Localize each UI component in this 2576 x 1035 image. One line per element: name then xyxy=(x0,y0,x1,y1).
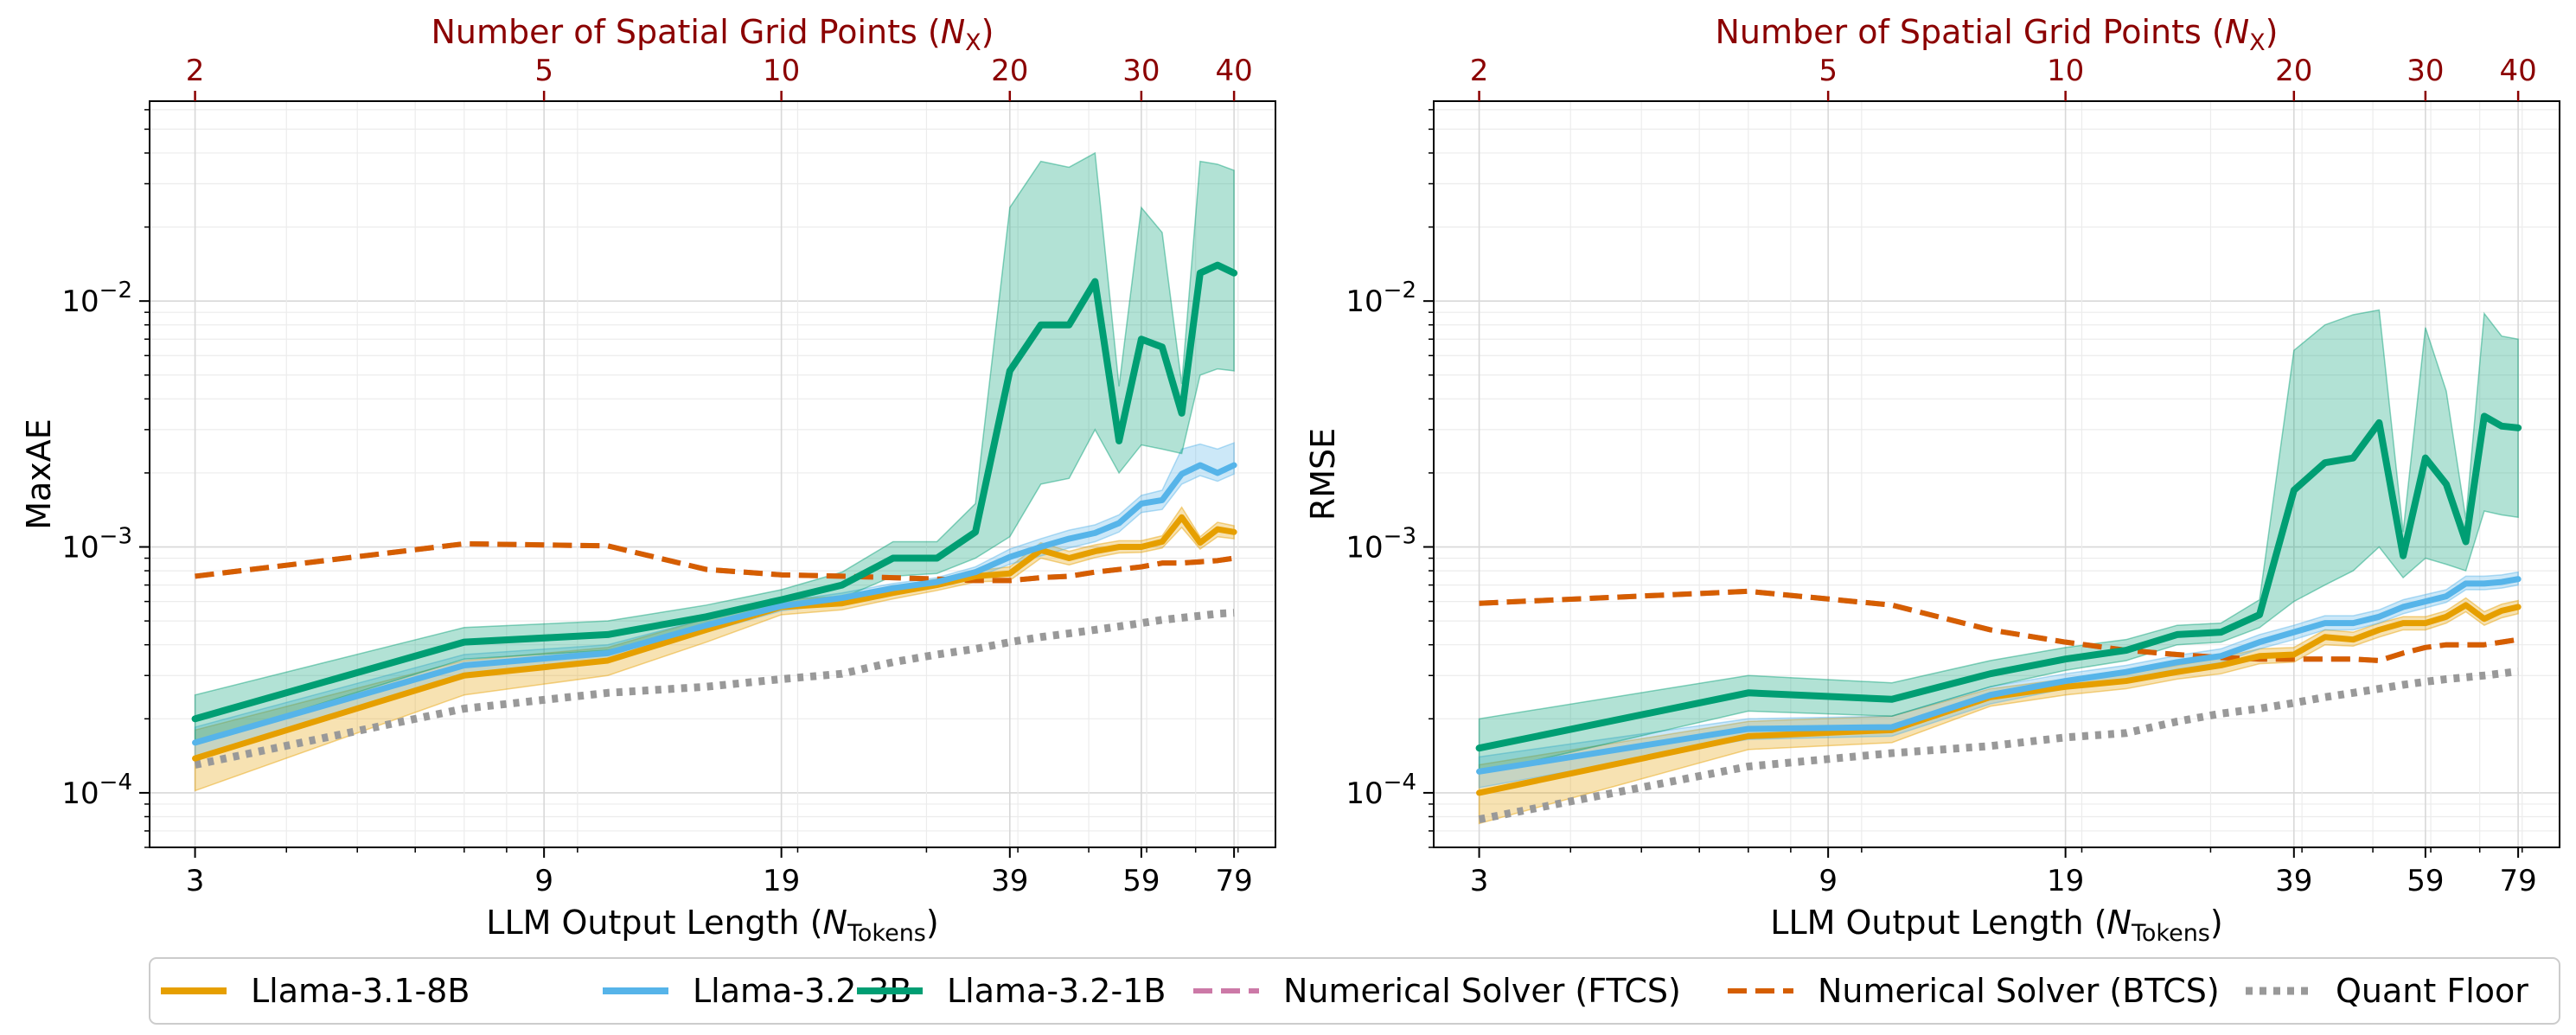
y-tick-exponent: −3 xyxy=(99,524,132,550)
axes-frame xyxy=(1433,100,2560,848)
y-tick-base: 10 xyxy=(1346,776,1383,811)
x-tick-label: 19 xyxy=(2047,864,2084,898)
y-tick-exponent: −2 xyxy=(99,278,132,303)
x-tick-label: 79 xyxy=(1215,864,1252,898)
legend-label: Quant Floor xyxy=(2336,972,2528,1010)
x-axis-title: LLM Output Length (NTokens) xyxy=(1770,904,2222,947)
x-title-suffix: ) xyxy=(2210,904,2223,942)
top-tick-label: 2 xyxy=(1470,54,1489,88)
legend-label: Llama-3.2-1B xyxy=(947,972,1166,1010)
lines xyxy=(1475,412,2522,824)
x-tick-label: 19 xyxy=(763,864,800,898)
top-tick-label: 40 xyxy=(1215,54,1252,88)
top-title-prefix: Number of Spatial Grid Points ( xyxy=(431,13,941,51)
y-tick-label: 10−2 xyxy=(61,278,132,319)
top-title-prefix: Number of Spatial Grid Points ( xyxy=(1716,13,2225,51)
top-tick-label: 2 xyxy=(186,54,205,88)
axes-frame xyxy=(149,100,1276,848)
x-title-prefix: LLM Output Length ( xyxy=(486,904,822,942)
y-axis: 10−410−310−2 xyxy=(61,109,150,848)
top-tick-label: 40 xyxy=(2499,54,2536,88)
y-tick-label: 10−4 xyxy=(61,770,132,811)
y-axis-title: RMSE xyxy=(1304,428,1342,521)
legend-label: Numerical Solver (BTCS) xyxy=(1818,972,2220,1010)
y-axis-title: MaxAE xyxy=(20,418,58,530)
x-title-prefix: LLM Output Length ( xyxy=(1770,904,2106,942)
x-tick-label: 59 xyxy=(1122,864,1160,898)
top-title-suffix: ) xyxy=(2266,13,2279,51)
series-line-numerical-solver-btcs- xyxy=(1479,588,2519,663)
top-title-suffix: ) xyxy=(981,13,994,51)
right-panel: 10−410−310−23 9 19 39 59 792 5 10 20 30 40RMSELLM … xyxy=(1304,13,2560,947)
top-tick-label: 5 xyxy=(534,54,553,88)
legend: Llama-3.1-8B Llama-3.2-3B Llama-3.2-1B Nume… xyxy=(149,957,2560,1025)
band-llama-3-1-8b xyxy=(194,506,1235,792)
series-line-llama-3-2-1b xyxy=(191,261,1238,723)
x-title-sub: Tokens xyxy=(847,920,926,947)
series-line-llama-3-1-8b xyxy=(192,514,1237,762)
x-axis-top: 2 5 10 20 30 40 xyxy=(1470,54,2537,101)
top-tick-label: 30 xyxy=(1122,54,1160,88)
x-axis-bottom: 3 9 19 39 59 79 xyxy=(1470,847,2537,898)
legend-label: Numerical Solver (FTCS) xyxy=(1283,972,1681,1010)
y-tick-label: 10−2 xyxy=(1346,278,1416,319)
y-tick-base: 10 xyxy=(61,776,99,811)
x-tick-label: 59 xyxy=(2407,864,2444,898)
y-axis: 10−410−310−2 xyxy=(1346,109,1434,848)
legend-frame xyxy=(149,957,2560,1025)
x-axis-title: LLM Output Length (NTokens) xyxy=(486,904,938,947)
x-title-sub: Tokens xyxy=(2131,920,2210,947)
x-title-suffix: ) xyxy=(926,904,939,942)
top-tick-label: 20 xyxy=(991,54,1028,88)
x-tick-label: 3 xyxy=(1470,864,1489,898)
y-tick-exponent: −3 xyxy=(1384,524,1416,550)
y-tick-label: 10−3 xyxy=(1346,524,1416,565)
x-axis-bottom: 3 9 19 39 59 79 xyxy=(186,847,1253,898)
band-llama-3-2-1b xyxy=(194,151,1235,744)
top-tick-label: 10 xyxy=(763,54,800,88)
plot-area xyxy=(1475,309,2522,825)
y-tick-base: 10 xyxy=(61,531,99,565)
top-axis-title: Number of Spatial Grid Points (NX) xyxy=(1716,13,2279,56)
top-axis-title: Number of Spatial Grid Points (NX) xyxy=(431,13,994,56)
top-tick-label: 10 xyxy=(2047,54,2084,88)
x-title-var: N xyxy=(823,904,847,942)
y-tick-exponent: −4 xyxy=(99,770,132,795)
top-tick-label: 5 xyxy=(1819,54,1838,88)
y-tick-label: 10−3 xyxy=(61,524,132,565)
top-tick-label: 20 xyxy=(2275,54,2312,88)
y-tick-base: 10 xyxy=(1346,284,1383,319)
y-tick-exponent: −2 xyxy=(1384,278,1416,303)
series-line-llama-3-2-1b xyxy=(1475,412,2522,752)
grid xyxy=(150,101,1276,848)
x-tick-label: 3 xyxy=(186,864,205,898)
top-title-var: N xyxy=(2225,13,2249,51)
x-tick-label: 79 xyxy=(2499,864,2536,898)
legend-label: Llama-3.1-8B xyxy=(251,972,470,1010)
y-tick-label: 10−4 xyxy=(1346,770,1416,811)
y-tick-exponent: −4 xyxy=(1384,770,1416,795)
x-tick-label: 9 xyxy=(534,864,553,898)
series-line-numerical-solver-btcs- xyxy=(195,540,1235,584)
y-tick-base: 10 xyxy=(61,284,99,319)
top-title-sub: X xyxy=(2249,29,2266,56)
top-tick-label: 30 xyxy=(2407,54,2444,88)
lines xyxy=(191,261,1238,769)
x-tick-label: 39 xyxy=(991,864,1028,898)
y-tick-base: 10 xyxy=(1346,531,1383,565)
x-tick-label: 39 xyxy=(2275,864,2312,898)
left-panel: 10−410−310−23 9 19 39 59 792 5 10 20 30 40MaxAELLM… xyxy=(20,13,1276,947)
top-title-var: N xyxy=(941,13,965,51)
x-tick-label: 9 xyxy=(1819,864,1838,898)
series-line-llama-3-2-3b xyxy=(192,462,1237,746)
plot-area xyxy=(191,151,1238,792)
x-axis-top: 2 5 10 20 30 40 xyxy=(186,54,1253,101)
top-title-sub: X xyxy=(965,29,981,56)
series-line-llama-3-2-3b xyxy=(1476,576,2522,775)
x-title-var: N xyxy=(2107,904,2132,942)
